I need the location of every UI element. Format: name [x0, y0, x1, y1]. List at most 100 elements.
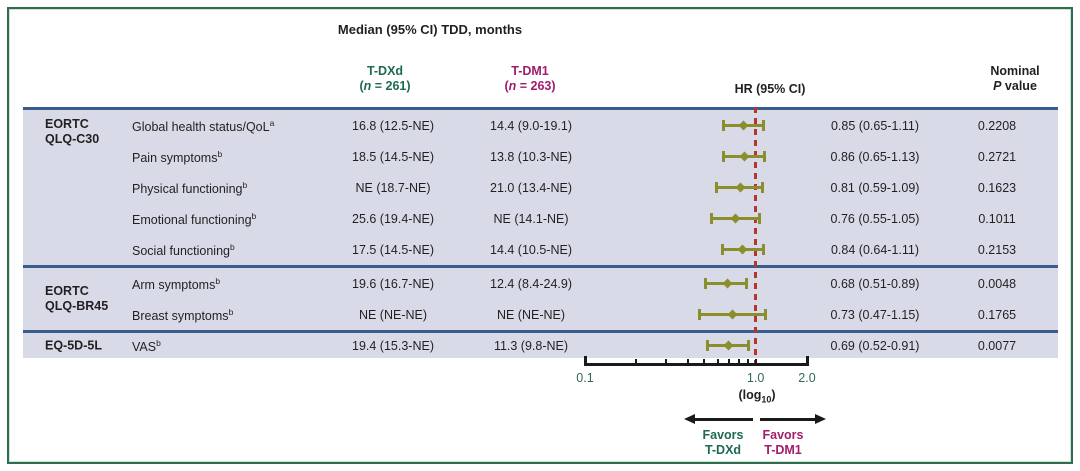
median-tdxd: 25.6 (19.4-NE): [352, 211, 434, 226]
group-label-line: EQ-5D-5L: [45, 338, 102, 352]
ci-cap-high: [760, 182, 764, 193]
median-tdm1: 12.4 (8.4-24.9): [490, 276, 572, 291]
column-header-hr: HR (95% CI): [734, 82, 806, 96]
row-label-superscript: b: [217, 148, 223, 159]
axis-minor-tick: [686, 359, 689, 364]
tdxd-n: (n = 261): [359, 79, 411, 93]
axis-tick-label: 2.0: [798, 371, 816, 385]
hr-ci-value: 0.84 (0.64-1.11): [830, 242, 920, 257]
axis-endcap: [584, 356, 587, 366]
tdxd-name: T-DXd: [366, 64, 404, 78]
p-value: 0.0048: [977, 276, 1017, 291]
group-label: EORTC QLQ-BR45: [45, 284, 150, 314]
table-band: EORTC QLQ-C30 Global health status/QoLa 16.…: [23, 107, 1058, 358]
group-label-line: EORTC: [45, 117, 89, 131]
p-value: 0.1623: [977, 180, 1017, 195]
median-tdm1: 13.8 (10.3-NE): [490, 149, 572, 164]
table-row: Physical functioningb NE (18.7-NE) 21.0 (1…: [23, 172, 1058, 203]
table-row: Global health status/QoLa 16.8 (12.5-NE) 1…: [23, 110, 1058, 141]
row-label: Social functioningb: [132, 241, 235, 258]
median-tdxd: 19.6 (16.7-NE): [352, 276, 434, 291]
median-tdxd: 16.8 (12.5-NE): [352, 118, 434, 133]
table-row: Pain symptomsb 18.5 (14.5-NE) 13.8 (10.3-N…: [23, 141, 1058, 172]
row-label-superscript: a: [269, 117, 275, 128]
column-header-pvalue: Nominal P value: [990, 64, 1040, 93]
p-value: 0.0077: [977, 338, 1017, 353]
table-row: Arm symptomsb 19.6 (16.7-NE) 12.4 (8.4-24.…: [23, 268, 1058, 299]
row-label: VASb: [132, 337, 161, 354]
ci-cap-low: [722, 120, 726, 131]
ci-cap-low: [704, 278, 708, 289]
median-tdxd: 17.5 (14.5-NE): [352, 242, 434, 257]
row-label: Emotional functioningb: [132, 210, 257, 227]
group-label-line: EORTC: [45, 284, 89, 298]
ci-cap-high: [745, 278, 749, 289]
hr-ci-value: 0.76 (0.55-1.05): [830, 211, 920, 226]
table-row: VASb 19.4 (15.3-NE) 11.3 (9.8-NE) 0.69 (0.5…: [23, 333, 1058, 358]
row-label-superscript: b: [156, 337, 161, 348]
ci-cap-low: [709, 213, 713, 224]
ci-cap-high: [764, 309, 768, 320]
axis-endcap: [806, 356, 809, 366]
p-value: 0.2208: [977, 118, 1017, 133]
ci-cap-low: [722, 151, 726, 162]
hr-ci-value: 0.85 (0.65-1.11): [830, 118, 920, 133]
axis-tick-label: 1.0: [746, 371, 765, 385]
p-value: 0.1011: [978, 211, 1016, 226]
group-label: EORTC QLQ-C30: [45, 117, 150, 147]
median-tdxd: 19.4 (15.3-NE): [352, 338, 434, 353]
axis-minor-tick: [716, 359, 719, 364]
axis-minor-tick: [703, 359, 706, 364]
hr-ci-value: 0.81 (0.59-1.09): [830, 180, 920, 195]
hr-ci-value: 0.68 (0.51-0.89): [830, 276, 920, 291]
figure-title: Median (95% CI) TDD, months: [337, 22, 523, 37]
ci-cap-low: [705, 340, 709, 351]
median-tdm1: NE (14.1-NE): [493, 211, 569, 226]
column-header-tdm1: T-DM1 (n = 263): [460, 64, 600, 94]
ci-cap-low: [721, 244, 725, 255]
ci-cap-low: [715, 182, 719, 193]
median-tdm1: 14.4 (9.0-19.1): [490, 118, 572, 133]
row-label-superscript: b: [228, 306, 234, 317]
hr-ci-value: 0.86 (0.65-1.13): [830, 149, 920, 164]
ci-cap-high: [761, 120, 765, 131]
row-label: Global health status/QoLa: [132, 117, 275, 134]
p-value: 0.1765: [977, 307, 1017, 322]
table-section: EORTC QLQ-BR45 Arm symptomsb 19.6 (16.7-NE)…: [23, 265, 1058, 330]
favors-right-arrow: [760, 414, 826, 424]
table-row: Social functioningb 17.5 (14.5-NE) 14.4 (1…: [23, 234, 1058, 265]
tdm1-n: (n = 263): [504, 79, 556, 93]
group-label: EQ-5D-5L: [45, 338, 150, 353]
median-tdxd: NE (18.7-NE): [355, 180, 431, 195]
axis-minor-tick: [754, 359, 757, 364]
ci-cap-high: [761, 244, 765, 255]
tdm1-name: T-DM1: [511, 64, 549, 78]
median-tdm1: 14.4 (10.5-NE): [490, 242, 572, 257]
hr-axis: [585, 363, 808, 366]
hr-ci-value: 0.69 (0.52-0.91): [830, 338, 920, 353]
row-label-superscript: b: [215, 275, 221, 286]
row-label: Arm symptomsb: [132, 275, 221, 292]
axis-minor-tick: [728, 359, 731, 364]
group-label-line: QLQ-C30: [45, 132, 100, 146]
row-label: Physical functioningb: [132, 179, 248, 196]
ci-cap-low: [698, 309, 702, 320]
favors-tdxd-label: Favors T-DXd: [702, 428, 744, 457]
hr-ci-value: 0.73 (0.47-1.15): [830, 307, 920, 322]
row-label-superscript: b: [251, 210, 257, 221]
ci-cap-high: [763, 151, 767, 162]
ci-cap-high: [757, 213, 761, 224]
column-header-tdxd: T-DXd (n = 261): [315, 64, 455, 94]
axis-tick-label: 0.1: [576, 371, 594, 385]
median-tdxd: 18.5 (14.5-NE): [352, 149, 434, 164]
favors-left-arrow: [684, 414, 753, 424]
p-value: 0.2721: [977, 149, 1017, 164]
row-label-superscript: b: [229, 241, 235, 252]
reference-line-hr1: [754, 107, 758, 368]
row-label: Pain symptomsb: [132, 148, 223, 165]
favors-tdm1-label: Favors T-DM1: [762, 428, 804, 457]
table-section: EORTC QLQ-C30 Global health status/QoLa 16.…: [23, 107, 1058, 265]
table-section: EQ-5D-5L VASb 19.4 (15.3-NE) 11.3 (9.8-NE) 0…: [23, 330, 1058, 358]
median-tdxd: NE (NE-NE): [358, 307, 428, 322]
